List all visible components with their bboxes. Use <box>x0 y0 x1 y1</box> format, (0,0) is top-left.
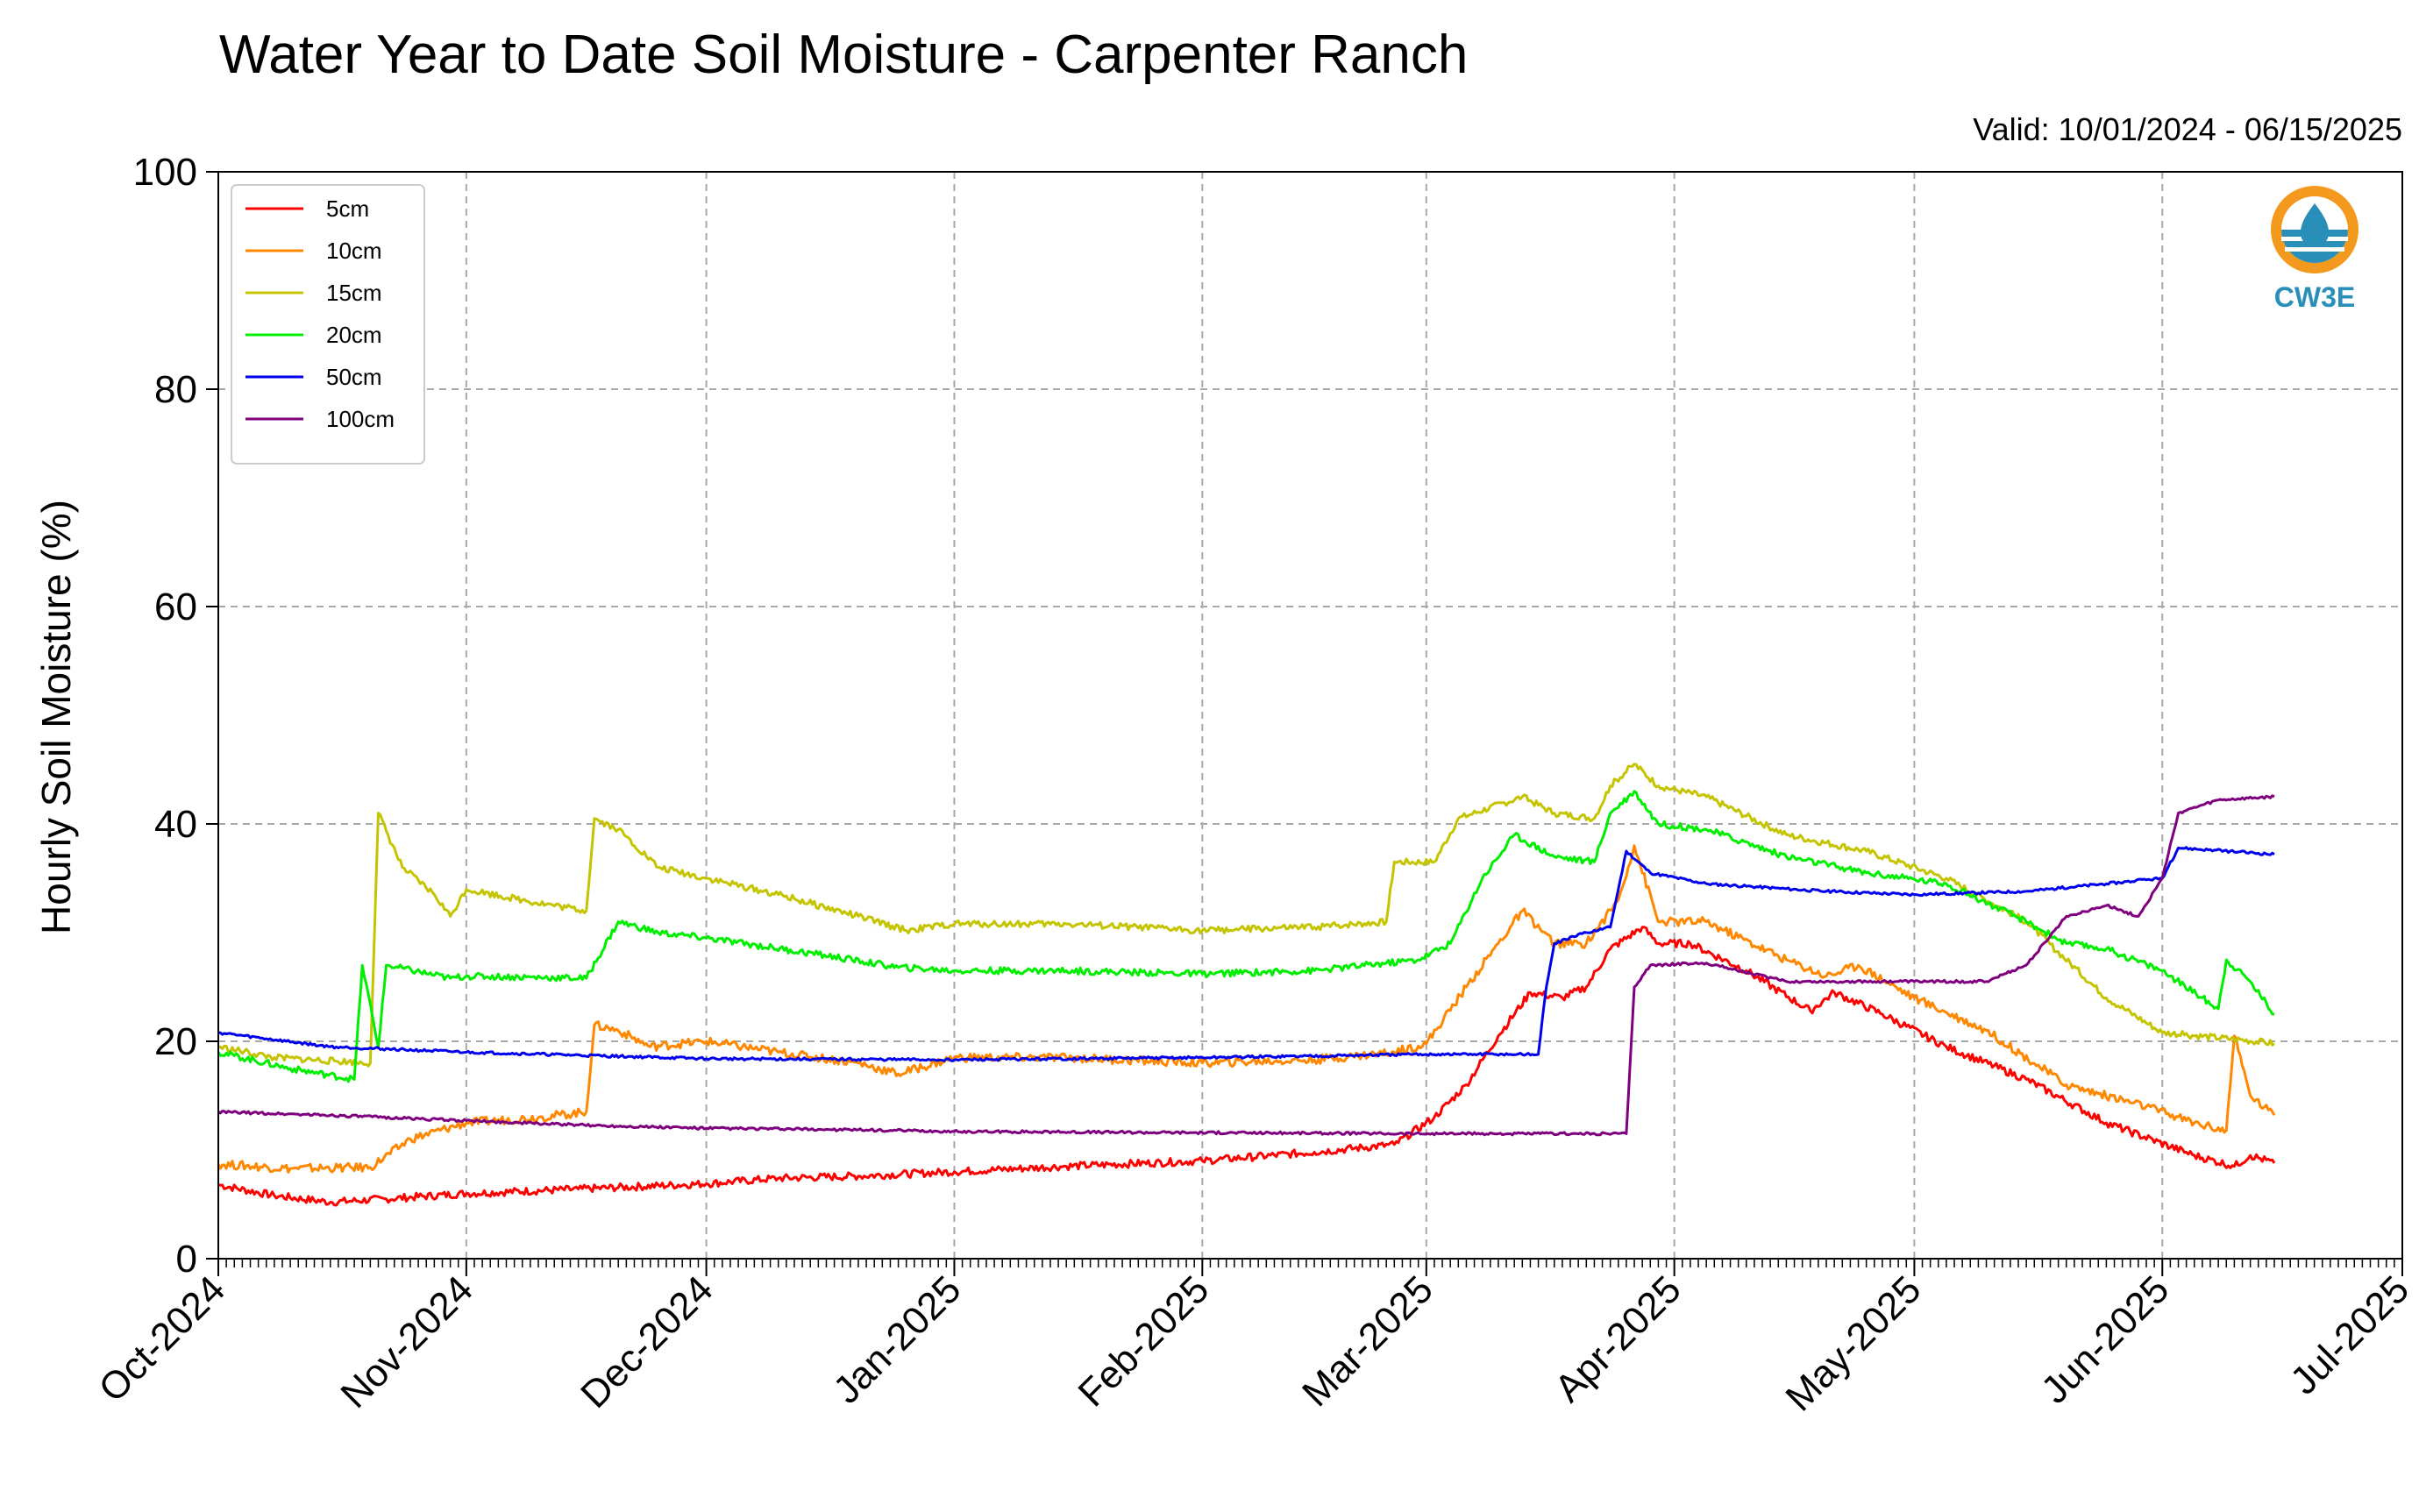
grid-lines <box>218 172 2402 1259</box>
chart-title: Water Year to Date Soil Moisture - Carpe… <box>219 25 1468 85</box>
legend-label-20cm: 20cm <box>326 322 382 348</box>
x-tick-label: Feb-2025 <box>1071 1267 1218 1415</box>
y-tick-label: 80 <box>154 368 197 411</box>
logo-wave-2 <box>2285 247 2344 252</box>
axis-ticks: 0 20 40 60 80 100 Oct-2024 Nov-2024 Dec-2024 Jan-… <box>90 151 2417 1419</box>
y-tick-label: 40 <box>154 803 197 846</box>
x-tick-label: Oct-2024 <box>90 1267 233 1410</box>
legend-label-100cm: 100cm <box>326 406 395 432</box>
series-line-10cm <box>217 844 2276 1174</box>
series-line-50cm <box>217 846 2275 1062</box>
legend-label-10cm: 10cm <box>326 238 382 264</box>
logo-drop <box>2301 203 2329 247</box>
y-axis-label: Hourly Soil Moisture (%) <box>33 500 79 934</box>
x-tick-label: Apr-2025 <box>1547 1267 1690 1410</box>
plot-lines <box>217 763 2276 1207</box>
y-tick-label: 100 <box>133 151 197 194</box>
series-line-5cm <box>217 926 2276 1207</box>
series-line-15cm <box>217 763 2275 1068</box>
legend-label-50cm: 50cm <box>326 364 382 390</box>
cw3e-logo: CW3E <box>2271 186 2358 313</box>
y-tick-label: 60 <box>154 586 197 628</box>
legend-label-5cm: 5cm <box>326 195 369 222</box>
chart-subtitle: Valid: 10/01/2024 - 06/15/2025 <box>1973 111 2402 147</box>
x-tick-label: Mar-2025 <box>1294 1267 1441 1415</box>
y-tick-label: 20 <box>154 1020 197 1063</box>
x-tick-label: Jan-2025 <box>825 1267 969 1411</box>
x-tick-label: May-2025 <box>1777 1267 1929 1419</box>
plot-frame <box>217 171 2403 1260</box>
series-line-100cm <box>217 794 2275 1137</box>
x-tick-label: Jun-2025 <box>2033 1267 2177 1411</box>
y-tick-label: 0 <box>176 1238 197 1281</box>
x-tick-label: Jul-2025 <box>2282 1267 2417 1402</box>
x-tick-label: Nov-2024 <box>332 1267 481 1416</box>
x-tick-label: Dec-2024 <box>573 1267 722 1416</box>
legend-label-15cm: 15cm <box>326 280 382 306</box>
legend-box <box>231 184 425 465</box>
logo-text: CW3E <box>2274 281 2355 313</box>
legend: 5cm 10cm 15cm 20cm 50cm 100cm <box>231 184 425 465</box>
series-line-20cm <box>217 790 2275 1083</box>
